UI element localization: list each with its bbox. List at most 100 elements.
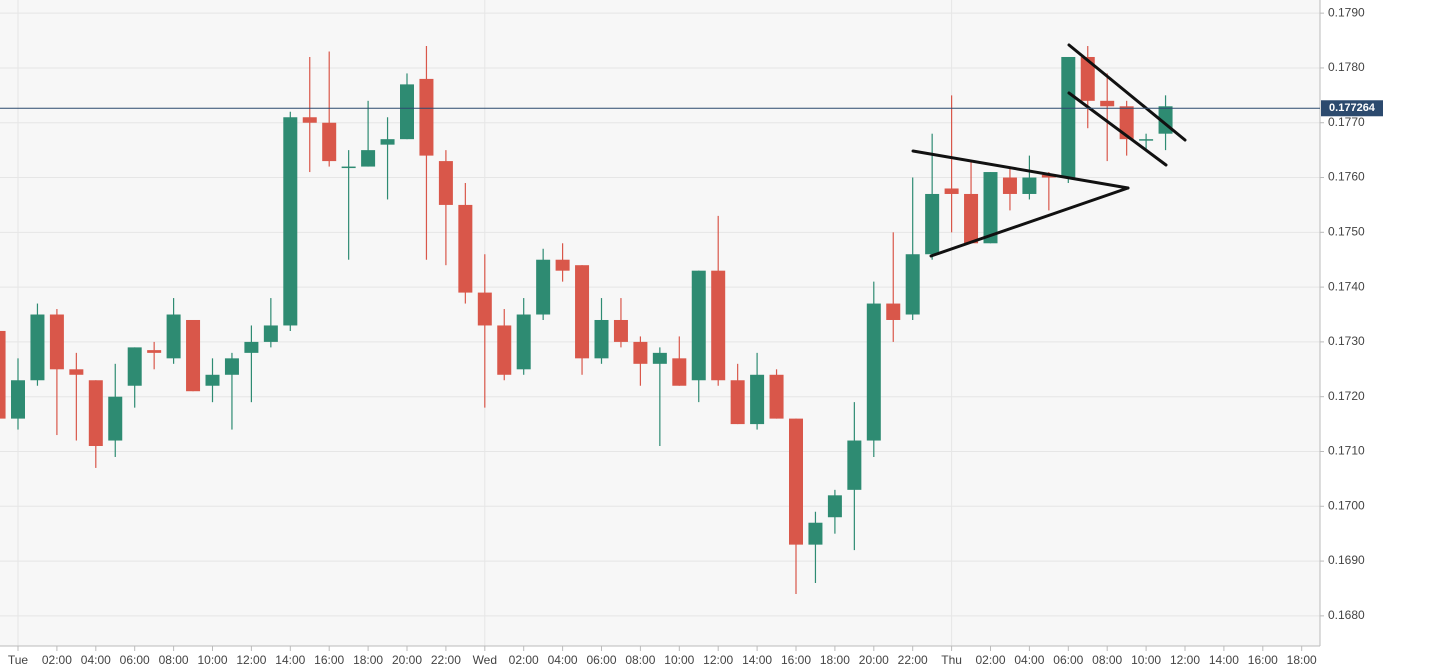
candle-body — [866, 303, 881, 441]
candle-body — [886, 303, 901, 320]
candle-body — [477, 292, 492, 326]
trend-line — [1067, 43, 1187, 142]
x-tick-label: 22:00 — [431, 653, 461, 667]
y-tick-label: 0.1730 — [1328, 334, 1365, 348]
candle-body — [672, 358, 687, 386]
grid — [0, 0, 1320, 646]
x-tick-label: 08:00 — [159, 653, 189, 667]
candle-body — [905, 254, 920, 315]
candles — [0, 46, 1173, 594]
x-tick-label: 14:00 — [275, 653, 305, 667]
candle-body — [730, 380, 745, 425]
y-tick-label: 0.1780 — [1328, 60, 1365, 74]
y-tick-label: 0.1790 — [1328, 5, 1365, 19]
candle-body — [147, 350, 162, 353]
candle-body — [0, 330, 6, 419]
candle-body — [361, 150, 376, 167]
x-tick-label: Wed — [473, 653, 497, 667]
candle-body — [633, 341, 648, 364]
candle-body — [224, 358, 239, 375]
candle-body — [322, 122, 337, 162]
axes: 0.1680 0.1690 0.1700 0.1710 0.1720 0.1730 0.17… — [0, 5, 1383, 667]
last-price-box — [1321, 100, 1383, 117]
candle-body — [497, 325, 512, 375]
x-tick-label: 02:00 — [509, 653, 539, 667]
x-tick-label: 14:00 — [1209, 653, 1239, 667]
candle-body — [944, 188, 959, 194]
trend-line — [911, 149, 1130, 190]
candle-body — [1002, 177, 1017, 194]
x-tick-label: 22:00 — [898, 653, 928, 667]
x-tick-label: 16:00 — [781, 653, 811, 667]
candle-body — [11, 380, 25, 419]
candle-body — [1139, 139, 1154, 141]
trendlines — [911, 43, 1187, 258]
x-tick-label: 04:00 — [81, 653, 111, 667]
plot-area — [0, 0, 1320, 646]
candle-body — [1100, 100, 1115, 107]
x-tick-label: 10:00 — [1131, 653, 1161, 667]
x-tick-label: 06:00 — [586, 653, 616, 667]
x-tick-label: 20:00 — [392, 653, 422, 667]
candle-body — [205, 374, 220, 386]
y-tick-label: 0.1750 — [1328, 224, 1365, 238]
candle-body — [1022, 177, 1037, 194]
candle-body — [594, 319, 609, 359]
x-tick-label: 10:00 — [664, 653, 694, 667]
y-tick-label: 0.1680 — [1328, 608, 1365, 622]
y-tick-label: 0.1720 — [1328, 389, 1365, 403]
x-tick-label: 06:00 — [120, 653, 150, 667]
y-tick-label: 0.1760 — [1328, 170, 1365, 184]
x-tick-label: 12:00 — [1170, 653, 1200, 667]
candle-body — [516, 314, 531, 370]
candle-body — [575, 265, 590, 359]
candle-body — [186, 319, 201, 392]
candle-body — [108, 396, 123, 441]
candle-body — [166, 314, 181, 359]
x-tick-label: Thu — [941, 653, 962, 667]
x-tick-label: 12:00 — [236, 653, 266, 667]
candle-body — [341, 166, 356, 169]
candle-body — [827, 495, 842, 518]
candle-body — [438, 161, 453, 205]
trend-line — [1067, 91, 1168, 167]
last-price-label: 0.177264 — [1329, 102, 1376, 114]
candle-body — [750, 374, 765, 425]
candle-body — [925, 193, 940, 255]
candle-body — [244, 341, 259, 353]
y-tick-label: 0.1690 — [1328, 553, 1365, 567]
y-tick-label: 0.1710 — [1328, 444, 1365, 458]
x-tick-label: 04:00 — [548, 653, 578, 667]
x-tick-label: 02:00 — [975, 653, 1005, 667]
candle-body — [847, 440, 862, 490]
candle-body — [808, 522, 823, 545]
x-tick-label: 06:00 — [1053, 653, 1083, 667]
candle-body — [983, 172, 998, 244]
x-tick-label: Tue — [8, 653, 29, 667]
candle-body — [536, 259, 551, 315]
x-tick-label: 08:00 — [1092, 653, 1122, 667]
candle-body — [49, 314, 64, 370]
candle-body — [127, 347, 142, 386]
candle-body — [1080, 56, 1095, 101]
x-tick-label: 08:00 — [625, 653, 655, 667]
candle-body — [1061, 56, 1076, 178]
x-tick-label: 18:00 — [353, 653, 383, 667]
x-tick-label: 18:00 — [820, 653, 850, 667]
y-tick-label: 0.1700 — [1328, 498, 1365, 512]
x-tick-label: 20:00 — [859, 653, 889, 667]
x-tick-label: 12:00 — [703, 653, 733, 667]
candle-body — [419, 78, 434, 156]
candle-body — [380, 139, 395, 145]
x-tick-label: 16:00 — [1248, 653, 1278, 667]
candle-body — [69, 369, 84, 375]
x-tick-label: 10:00 — [197, 653, 227, 667]
candle-body — [652, 352, 667, 364]
y-tick-label: 0.1740 — [1328, 279, 1365, 293]
x-tick-label: 02:00 — [42, 653, 72, 667]
y-tick-label: 0.1770 — [1328, 115, 1365, 129]
candle-body — [769, 374, 784, 419]
candle-body — [30, 314, 45, 381]
candle-body — [691, 270, 706, 381]
